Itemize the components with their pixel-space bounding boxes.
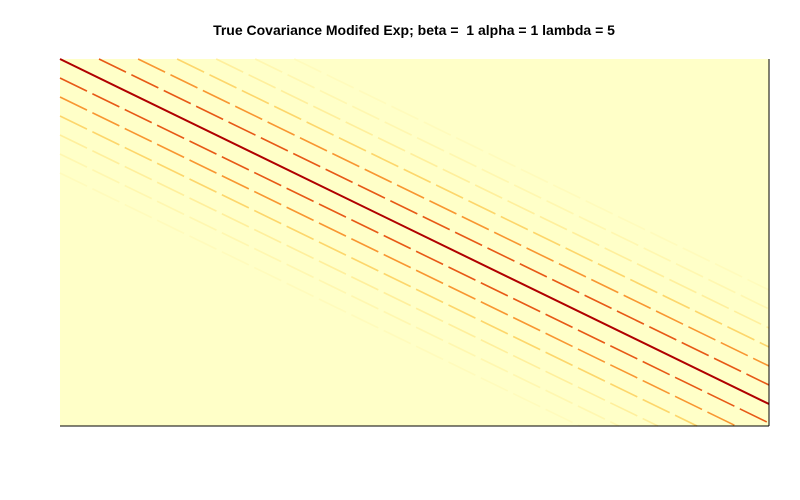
covariance-band-minus2 <box>59 96 737 427</box>
covariance-band-minus3 <box>59 115 698 427</box>
covariance-band-plus3 <box>176 58 770 348</box>
covariance-band-minus1 <box>59 77 770 424</box>
covariance-band-minus6 <box>59 172 581 427</box>
covariance-band-plus5 <box>254 58 770 310</box>
covariance-band-plus6 <box>293 58 770 291</box>
covariance-bands <box>59 58 770 427</box>
covariance-band-plus1 <box>98 58 770 386</box>
covariance-band-plus2 <box>137 58 770 367</box>
covariance-band-minus4 <box>59 134 659 427</box>
covariance-band-plus0 <box>59 58 770 405</box>
covariance-band-plus4 <box>215 58 770 329</box>
chart-title: True Covariance Modifed Exp; beta = 1 al… <box>213 22 615 38</box>
covariance-band-minus5 <box>59 153 620 427</box>
